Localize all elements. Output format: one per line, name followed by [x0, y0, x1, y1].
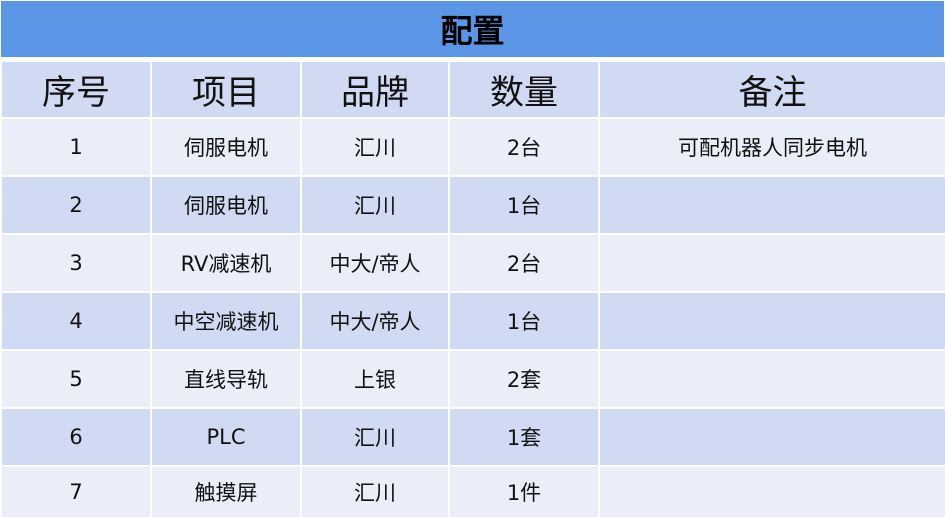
cell-brand: 中大/帝人 — [300, 233, 450, 293]
header-remark: 备注 — [598, 60, 945, 119]
cell-quantity: 1件 — [448, 465, 600, 519]
table-title: 配置 — [1, 1, 944, 57]
cell-quantity: 2台 — [448, 117, 600, 177]
cell-quantity: 2套 — [448, 349, 600, 409]
cell-remark — [598, 349, 945, 409]
cell-item: 伺服电机 — [150, 175, 302, 235]
cell-item: 中空减速机 — [150, 291, 302, 351]
cell-quantity: 1套 — [448, 407, 600, 467]
cell-index: 3 — [0, 233, 152, 293]
cell-brand: 汇川 — [300, 407, 450, 467]
cell-item: 触摸屏 — [150, 465, 302, 519]
cell-brand: 汇川 — [300, 465, 450, 519]
table-row: 6 PLC 汇川 1套 — [0, 407, 945, 467]
cell-quantity: 1台 — [448, 175, 600, 235]
cell-remark — [598, 465, 945, 519]
header-item: 项目 — [150, 60, 302, 119]
cell-item: RV减速机 — [150, 233, 302, 293]
cell-quantity: 2台 — [448, 233, 600, 293]
cell-item: 伺服电机 — [150, 117, 302, 177]
cell-index: 7 — [0, 465, 152, 519]
table-row: 7 触摸屏 汇川 1件 — [0, 465, 945, 519]
header-quantity: 数量 — [448, 60, 600, 119]
cell-brand: 上银 — [300, 349, 450, 409]
cell-index: 2 — [0, 175, 152, 235]
cell-remark — [598, 233, 945, 293]
cell-remark — [598, 175, 945, 235]
table-row: 3 RV减速机 中大/帝人 2台 — [0, 233, 945, 293]
header-row: 序号 项目 品牌 数量 备注 — [0, 60, 945, 119]
cell-index: 1 — [0, 117, 152, 177]
cell-index: 4 — [0, 291, 152, 351]
cell-brand: 中大/帝人 — [300, 291, 450, 351]
cell-remark — [598, 291, 945, 351]
table-row: 1 伺服电机 汇川 2台 可配机器人同步电机 — [0, 117, 945, 177]
table-row: 4 中空减速机 中大/帝人 1台 — [0, 291, 945, 351]
cell-index: 5 — [0, 349, 152, 409]
table-row: 5 直线导轨 上银 2套 — [0, 349, 945, 409]
cell-item: 直线导轨 — [150, 349, 302, 409]
header-brand: 品牌 — [300, 60, 450, 119]
config-table: 序号 项目 品牌 数量 备注 1 伺服电机 汇川 2台 可配机器人同步电机 2 伺服电机 汇川… — [0, 60, 945, 519]
cell-index: 6 — [0, 407, 152, 467]
cell-item: PLC — [150, 407, 302, 467]
cell-brand: 汇川 — [300, 175, 450, 235]
table-row: 2 伺服电机 汇川 1台 — [0, 175, 945, 235]
cell-brand: 汇川 — [300, 117, 450, 177]
cell-remark — [598, 407, 945, 467]
cell-remark: 可配机器人同步电机 — [598, 117, 945, 177]
cell-quantity: 1台 — [448, 291, 600, 351]
header-index: 序号 — [0, 60, 152, 119]
